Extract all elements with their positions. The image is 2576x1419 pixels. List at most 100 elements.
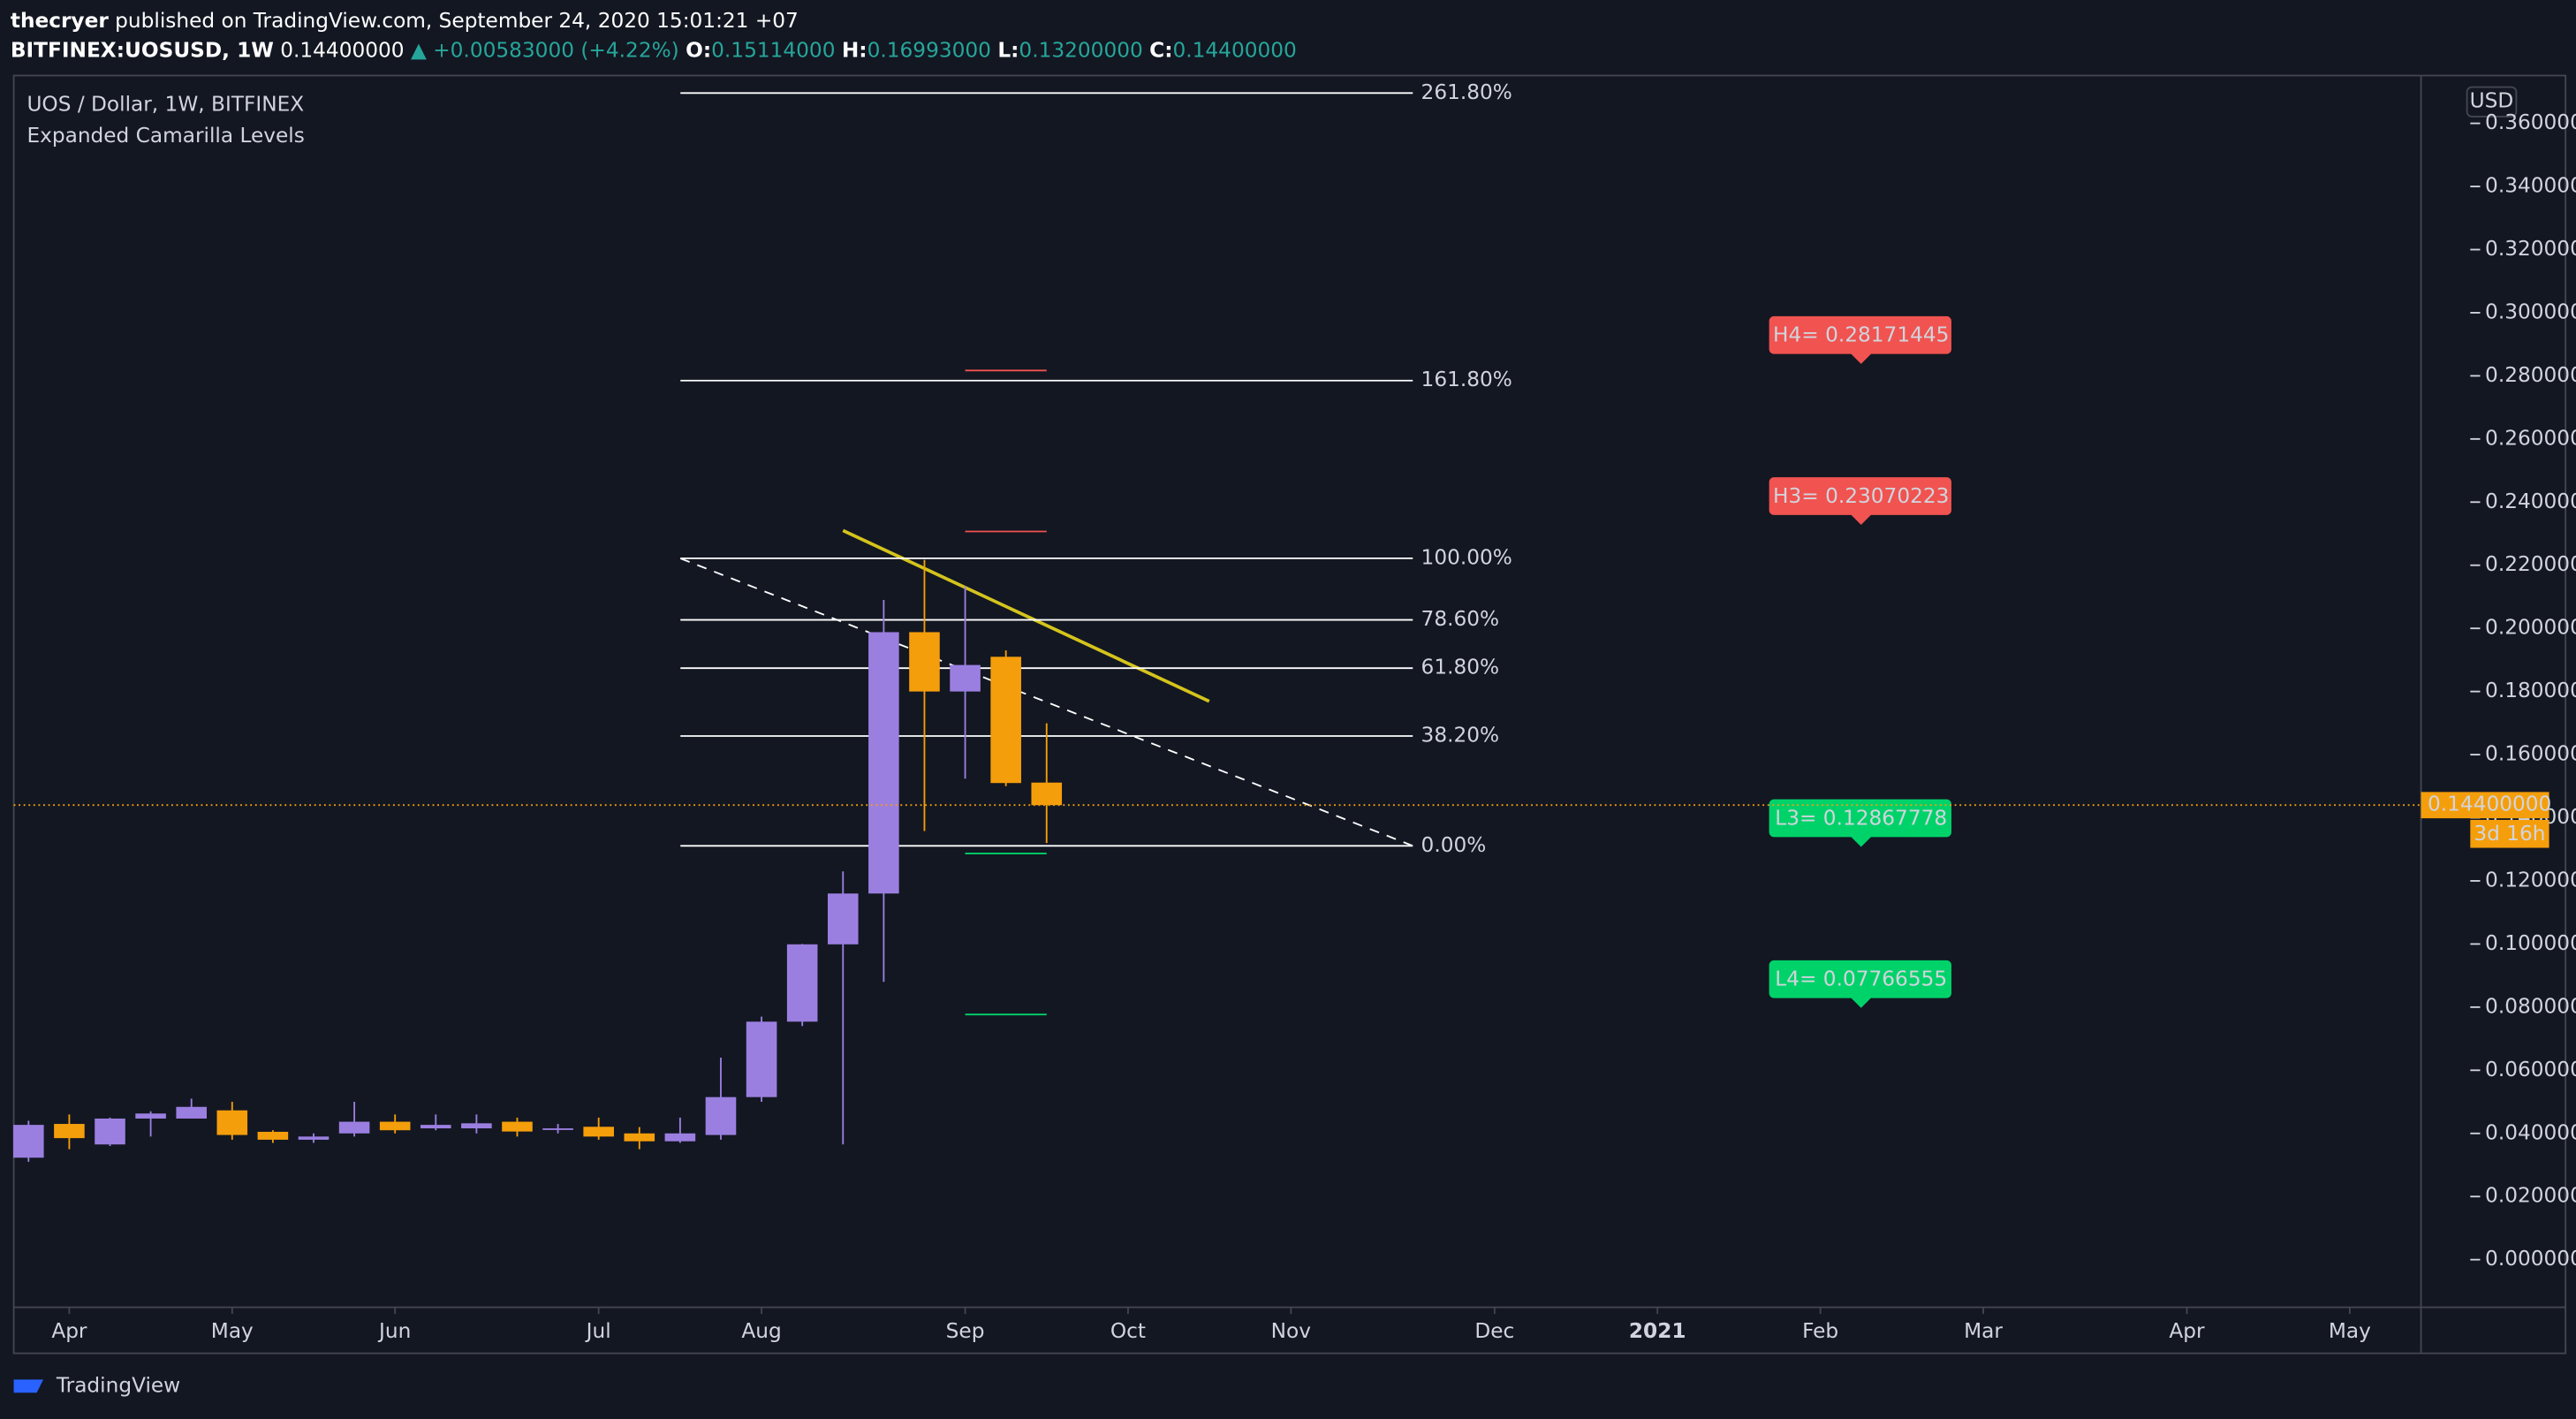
candle-body	[135, 1113, 166, 1119]
last-price-tag	[2421, 792, 2549, 819]
candle-body	[1031, 782, 1063, 806]
candle-body	[624, 1133, 655, 1142]
y-tick-label: 0.24000000	[2485, 489, 2576, 513]
candle-body	[176, 1106, 207, 1119]
candle-body	[257, 1131, 289, 1140]
fib-label: 261.80%	[1421, 80, 1512, 104]
indicator-name: Expanded Camarilla Levels	[27, 124, 304, 148]
ohlc-label: L:	[997, 38, 1019, 62]
candle-body	[216, 1110, 248, 1135]
camarilla-label: H4= 0.28171445	[1773, 323, 1949, 347]
currency-button[interactable]	[2466, 86, 2518, 118]
fib-label: 0.00%	[1421, 833, 1487, 857]
countdown-tag	[2470, 819, 2549, 848]
y-tick-label: 0.22000000	[2485, 552, 2576, 576]
y-tick-label: 0.08000000	[2485, 994, 2576, 1018]
candle-body	[990, 656, 1021, 784]
camarilla-pointer	[1849, 835, 1873, 847]
candle-body	[54, 1124, 85, 1139]
fib-label: 78.60%	[1421, 607, 1500, 631]
y-tick-label: 0.16000000	[2485, 742, 2576, 766]
y-tick-label: 0.20000000	[2485, 616, 2576, 640]
chart-title: UOS / Dollar, 1W, BITFINEX	[27, 92, 304, 116]
x-tick-label: Oct	[1110, 1319, 1146, 1343]
x-tick-label: Dec	[1474, 1319, 1514, 1343]
candle-body	[13, 1125, 44, 1158]
y-tick-label: 0.12000000	[2485, 868, 2576, 892]
x-tick-label: 2021	[1629, 1319, 1686, 1343]
candle-body	[502, 1121, 533, 1132]
candle-body	[583, 1127, 614, 1137]
camarilla-box	[1769, 315, 1951, 354]
candle-body	[909, 632, 940, 692]
x-tick-label: Aug	[741, 1319, 781, 1343]
y-tick-label: 0.28000000	[2485, 363, 2576, 387]
camarilla-label: L4= 0.07766555	[1775, 968, 1947, 991]
x-tick-label: Apr	[51, 1319, 87, 1343]
camarilla-box	[1769, 799, 1951, 838]
ohlc-value: 0.14400000	[1172, 38, 1296, 62]
change: ▲ +0.00583000 (+4.22%)	[411, 38, 679, 62]
published-line: thecryer published on TradingView.com, S…	[11, 9, 799, 33]
y-tick-label: 0.26000000	[2485, 426, 2576, 450]
y-tick-label: 0.32000000	[2485, 237, 2576, 261]
publisher: thecryer	[11, 9, 109, 33]
x-tick-label: Jul	[585, 1319, 611, 1343]
x-tick-label: Sep	[946, 1319, 985, 1343]
published: published on TradingView.com, September …	[115, 9, 799, 33]
ohlc-value: 0.15114000	[711, 38, 835, 62]
candle-body	[542, 1128, 573, 1130]
y-tick-label: 0.30000000	[2485, 300, 2576, 323]
candle-body	[827, 893, 859, 945]
candle-body	[786, 944, 818, 1022]
y-tick-label: 0.10000000	[2485, 931, 2576, 955]
candle-body	[664, 1133, 696, 1142]
camarilla-label: L3= 0.12867778	[1775, 806, 1947, 830]
countdown-label: 3d 16h	[2474, 822, 2545, 846]
candle-body	[705, 1096, 737, 1135]
camarilla-pointer	[1849, 352, 1873, 364]
camarilla-box	[1769, 477, 1951, 515]
candle-body	[379, 1121, 411, 1131]
y-tick-label: 0.06000000	[2485, 1058, 2576, 1081]
candle-body	[95, 1118, 125, 1145]
candle-body	[461, 1123, 492, 1129]
camarilla-label: H3= 0.23070223	[1773, 484, 1949, 508]
x-tick-label: Nov	[1271, 1319, 1312, 1343]
ohlc-label: H:	[842, 38, 868, 62]
y-tick-label: 0.02000000	[2485, 1184, 2576, 1208]
candle-body	[338, 1121, 370, 1134]
frame	[12, 74, 2567, 1354]
x-tick-label: May	[2329, 1319, 2371, 1343]
y-tick-label: 0.34000000	[2485, 174, 2576, 198]
last: 0.14400000	[280, 38, 404, 62]
x-tick-label: Jun	[377, 1319, 411, 1343]
x-tick-label: May	[211, 1319, 254, 1343]
footer-brand: TradingView	[56, 1373, 180, 1397]
candle-body	[950, 664, 981, 692]
symbol-line: BITFINEX:UOSUSD, 1W 0.14400000 ▲ +0.0058…	[11, 38, 1297, 62]
y-tick-label: 0.04000000	[2485, 1120, 2576, 1144]
y-tick-label: 0.36000000	[2485, 110, 2576, 134]
camarilla-pointer	[1849, 996, 1873, 1008]
ohlc-value: 0.13200000	[1019, 38, 1142, 62]
candle-body	[298, 1136, 330, 1140]
symbol: BITFINEX:UOSUSD, 1W	[11, 38, 274, 62]
candle-body	[420, 1125, 451, 1129]
logo	[13, 1379, 44, 1393]
camarilla-box	[1769, 960, 1951, 998]
y-tick-label: 0.00000000	[2485, 1247, 2576, 1271]
fib-label: 61.80%	[1421, 656, 1500, 679]
ohlc-label: O:	[686, 38, 711, 62]
fib-label: 38.20%	[1421, 723, 1500, 747]
candle-body	[868, 632, 899, 894]
last-price-label: 0.14400000	[2428, 793, 2551, 816]
x-tick-label: Feb	[1802, 1319, 1838, 1343]
fib-label: 161.80%	[1421, 368, 1512, 391]
currency[interactable]: USD	[2470, 89, 2514, 113]
camarilla-pointer	[1849, 513, 1873, 526]
ohlc-label: C:	[1149, 38, 1172, 62]
ohlc-value: 0.16993000	[868, 38, 991, 62]
